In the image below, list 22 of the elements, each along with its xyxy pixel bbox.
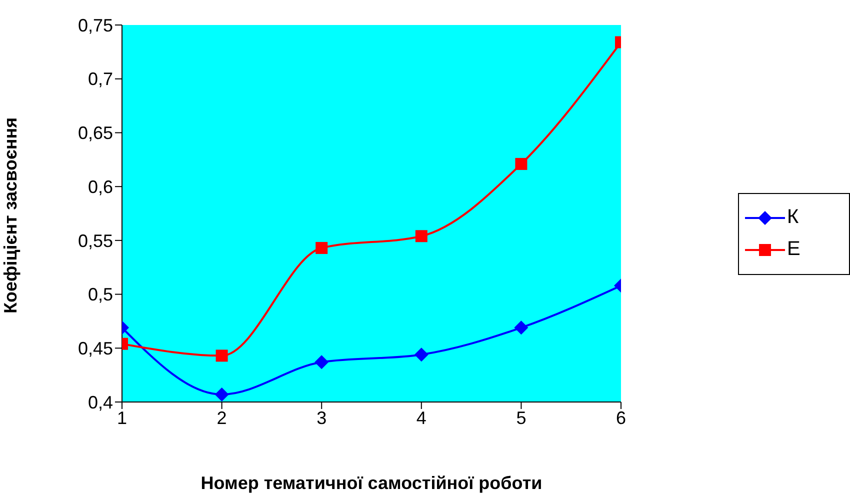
point [414,348,428,362]
x-tick-label: 6 [616,408,626,428]
legend-label: К [787,206,799,229]
x-tick-label: 5 [516,408,526,428]
y-tick-label: 0,75 [78,15,113,36]
y-tick-label: 0,7 [88,69,113,90]
y-axis-title: Коефіцієнт засвоєння [0,117,20,314]
y-tick-label: 0,55 [78,230,113,251]
x-tick-label: 1 [116,408,128,428]
x-tick-label: 3 [316,408,327,428]
x-axis-title: Номер тематичної самостійної роботи [200,473,542,493]
y-tick-label: 0,6 [88,176,113,197]
y-tick-label: 0,45 [78,338,113,359]
x-tick-label: 2 [216,408,227,428]
point [415,230,428,242]
y-tick-label: 0,4 [88,392,113,412]
x-tick-label: 4 [416,408,426,428]
point [314,355,329,370]
point [316,242,328,254]
y-tick-label: 0,5 [88,284,113,305]
y-tick-label: 0,65 [78,123,113,144]
legend-label: Е [787,238,800,261]
